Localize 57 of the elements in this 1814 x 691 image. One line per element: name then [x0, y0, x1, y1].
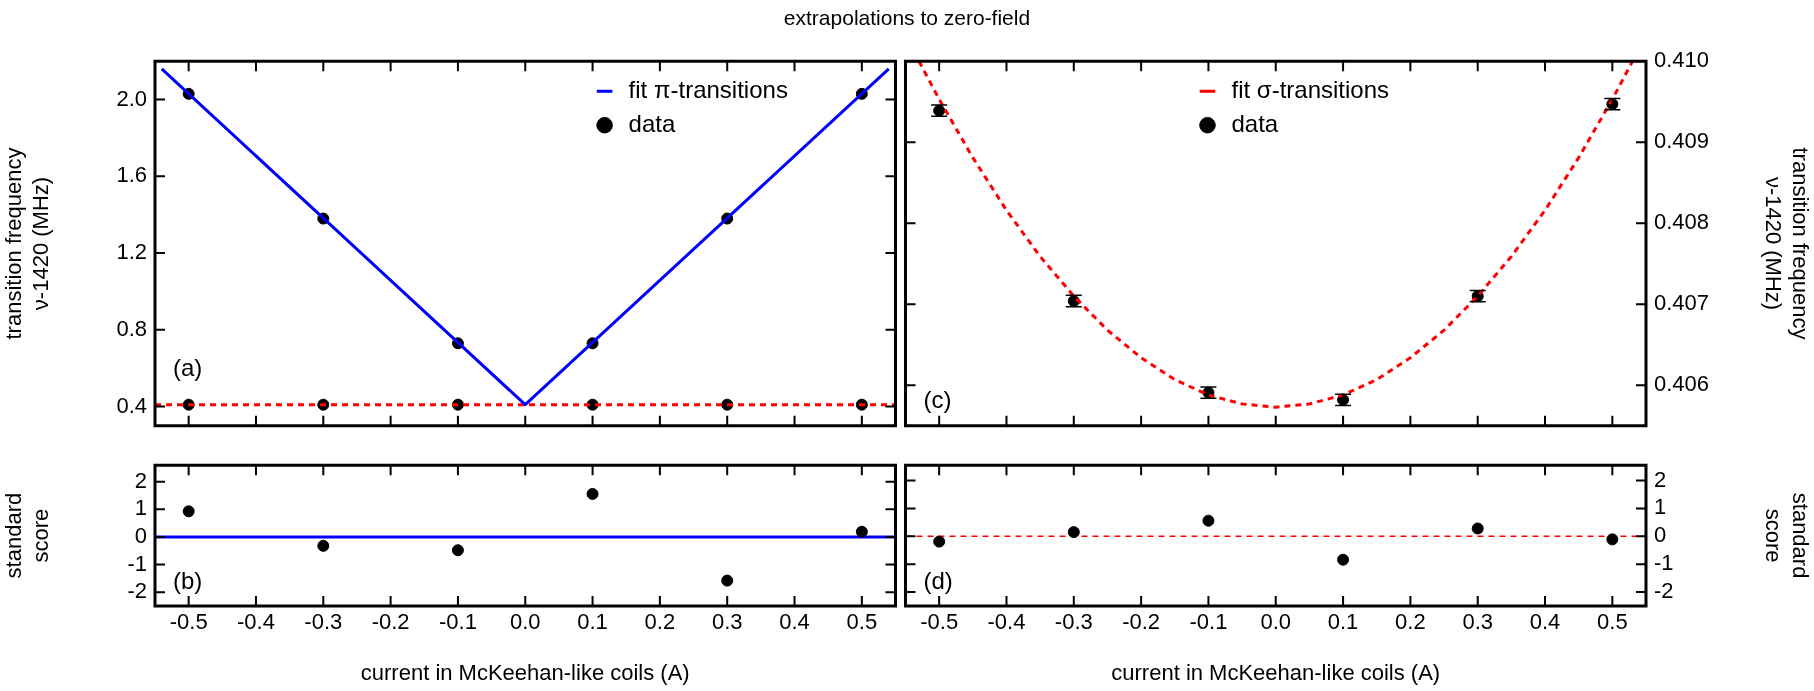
- x-tick-label: -0.5: [920, 609, 959, 635]
- x-tick-label: -0.4: [237, 609, 275, 635]
- y-tick-label: 0.4: [116, 392, 147, 418]
- x-tick-label: -0.3: [1054, 609, 1093, 635]
- y2-tick-label: 0.407: [1654, 290, 1710, 316]
- x-tick-label: 0.4: [1529, 609, 1561, 635]
- y2-tick-label: 1: [1654, 494, 1667, 520]
- x-tick-label: 0.2: [1395, 609, 1426, 635]
- y2-axis-title: transition frequency ν-1420 (MHz): [1761, 147, 1813, 340]
- annotation: (d): [923, 566, 953, 594]
- x-tick-label: -0.5: [169, 609, 208, 635]
- y-axis-title: standard score: [1, 492, 53, 579]
- legend-label: data: [628, 109, 676, 137]
- x-tick-label: 0.4: [779, 609, 810, 635]
- chart-title: extrapolations to zero-field: [782, 6, 1032, 30]
- y-tick-label: -1: [127, 550, 147, 576]
- x-tick-label: 0.0: [509, 609, 541, 635]
- legend-label: fit π-transitions: [628, 75, 788, 103]
- y2-tick-label: 0: [1654, 522, 1667, 548]
- y-tick-label: 2.0: [116, 85, 147, 111]
- x-tick-label: 0.2: [644, 609, 676, 635]
- x-tick-label: 0.3: [711, 609, 743, 635]
- y-tick-label: 1.2: [116, 239, 147, 265]
- annotation: (a): [173, 354, 203, 382]
- x-tick-label: 0.5: [1597, 609, 1628, 635]
- y-axis-title: transition frequency ν-1420 (MHz): [1, 147, 53, 340]
- y-tick-label: 1.6: [116, 162, 147, 188]
- x-axis-title: current in McKeehan-like coils (A): [1111, 659, 1441, 685]
- y-tick-label: 0.8: [116, 315, 147, 341]
- x-tick-label: -0.2: [1122, 609, 1161, 635]
- y2-tick-label: -2: [1654, 578, 1674, 604]
- y2-tick-label: 0.410: [1654, 47, 1710, 73]
- y-tick-label: 1: [134, 495, 147, 521]
- y2-tick-label: -1: [1654, 550, 1674, 576]
- y2-tick-label: 2: [1654, 466, 1667, 492]
- x-tick-label: -0.1: [438, 609, 477, 635]
- legend-label: fit σ-transitions: [1231, 75, 1390, 103]
- x-tick-label: -0.4: [987, 609, 1026, 635]
- x-tick-label: 0.5: [846, 609, 878, 635]
- y2-tick-label: 0.406: [1654, 371, 1710, 397]
- x-tick-label: 0.1: [1327, 609, 1359, 635]
- x-tick-label: 0.3: [1462, 609, 1493, 635]
- legend-label: data: [1231, 109, 1279, 137]
- annotation: (b): [173, 566, 203, 594]
- y2-axis-title: standard score: [1761, 492, 1813, 579]
- x-tick-label: -0.2: [371, 609, 410, 635]
- y2-tick-label: 0.408: [1654, 209, 1710, 235]
- x-tick-label: -0.1: [1189, 609, 1228, 635]
- x-tick-label: 0.0: [1260, 609, 1292, 635]
- x-tick-label: -0.3: [304, 609, 343, 635]
- x-tick-label: 0.1: [577, 609, 608, 635]
- y-tick-label: -2: [127, 578, 147, 604]
- y2-tick-label: 0.409: [1654, 128, 1710, 154]
- y-tick-label: 0: [134, 523, 147, 549]
- x-axis-title: current in McKeehan-like coils (A): [360, 659, 690, 685]
- y-tick-label: 2: [134, 467, 147, 493]
- annotation: (c): [923, 386, 952, 414]
